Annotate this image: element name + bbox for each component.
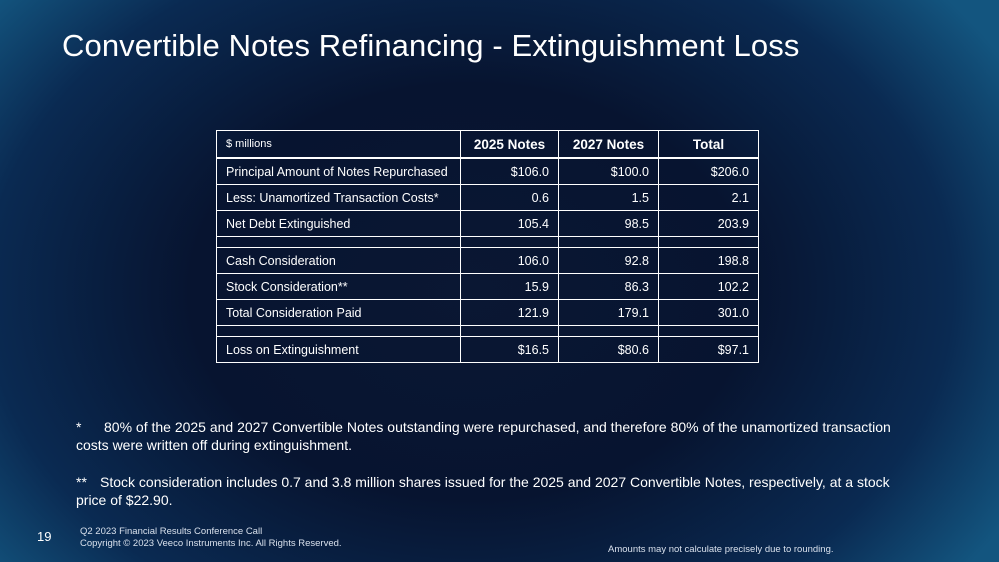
cell-total: 198.8 [658,247,759,274]
table-row: Less: Unamortized Transaction Costs* 0.6… [216,184,759,211]
rounding-note: Amounts may not calculate precisely due … [608,544,834,555]
footnote-text: Stock consideration includes 0.7 and 3.8… [76,474,890,508]
cell-total: $97.1 [658,336,759,363]
cell-2025-notes: 0.6 [460,184,559,211]
cell-total: 203.9 [658,210,759,237]
slide-title: Convertible Notes Refinancing - Extingui… [62,28,800,63]
cell-2027-notes: $100.0 [558,157,659,185]
cell-total: $206.0 [658,157,759,185]
table-row: Principal Amount of Notes Repurchased $1… [216,157,759,185]
row-label: Total Consideration Paid [216,299,461,326]
footnote-marker: ** [76,474,87,490]
cell-2025-notes: 121.9 [460,299,559,326]
row-label: Principal Amount of Notes Repurchased [216,157,461,185]
cell-total: 102.2 [658,273,759,300]
spacer-row [216,236,759,248]
row-label: Less: Unamortized Transaction Costs* [216,184,461,211]
cell-2025-notes: $106.0 [460,157,559,185]
table-row: Total Consideration Paid 121.9 179.1 301… [216,299,759,326]
footnote-stock-consideration: ** Stock consideration includes 0.7 and 3… [76,473,916,509]
cell-2025-notes: 105.4 [460,210,559,237]
column-header-total: Total [658,130,759,159]
column-header-2027-notes: 2027 Notes [558,130,659,159]
footnote-text: 80% of the 2025 and 2027 Convertible Not… [76,419,891,453]
cell-2027-notes: $80.6 [558,336,659,363]
footer: Q2 2023 Financial Results Conference Cal… [80,526,342,550]
table-row: Cash Consideration 106.0 92.8 198.8 [216,247,759,274]
row-label: Cash Consideration [216,247,461,274]
row-label: Loss on Extinguishment [216,336,461,363]
cell-2027-notes: 1.5 [558,184,659,211]
cell-total: 2.1 [658,184,759,211]
table-row: Stock Consideration** 15.9 86.3 102.2 [216,273,759,300]
extinguishment-loss-table: $ millions 2025 Notes 2027 Notes Total P… [216,130,759,363]
units-label: $ millions [216,130,461,159]
cell-2027-notes: 98.5 [558,210,659,237]
cell-2027-notes: 86.3 [558,273,659,300]
cell-2027-notes: 92.8 [558,247,659,274]
cell-2025-notes: 106.0 [460,247,559,274]
row-label: Net Debt Extinguished [216,210,461,237]
footnote-transaction-costs: * 80% of the 2025 and 2027 Convertible No… [76,418,916,454]
footer-copyright: Copyright © 2023 Veeco Instruments Inc. … [80,538,342,549]
footer-event: Q2 2023 Financial Results Conference Cal… [80,526,263,537]
table-header-row: $ millions 2025 Notes 2027 Notes Total [216,130,759,159]
cell-2025-notes: $16.5 [460,336,559,363]
cell-2025-notes: 15.9 [460,273,559,300]
row-label: Stock Consideration** [216,273,461,300]
table-row: Loss on Extinguishment $16.5 $80.6 $97.1 [216,336,759,363]
spacer-row [216,325,759,337]
footnote-marker: * [76,419,82,435]
page-number: 19 [37,529,52,544]
cell-total: 301.0 [658,299,759,326]
cell-2027-notes: 179.1 [558,299,659,326]
table-row: Net Debt Extinguished 105.4 98.5 203.9 [216,210,759,237]
column-header-2025-notes: 2025 Notes [460,130,559,159]
